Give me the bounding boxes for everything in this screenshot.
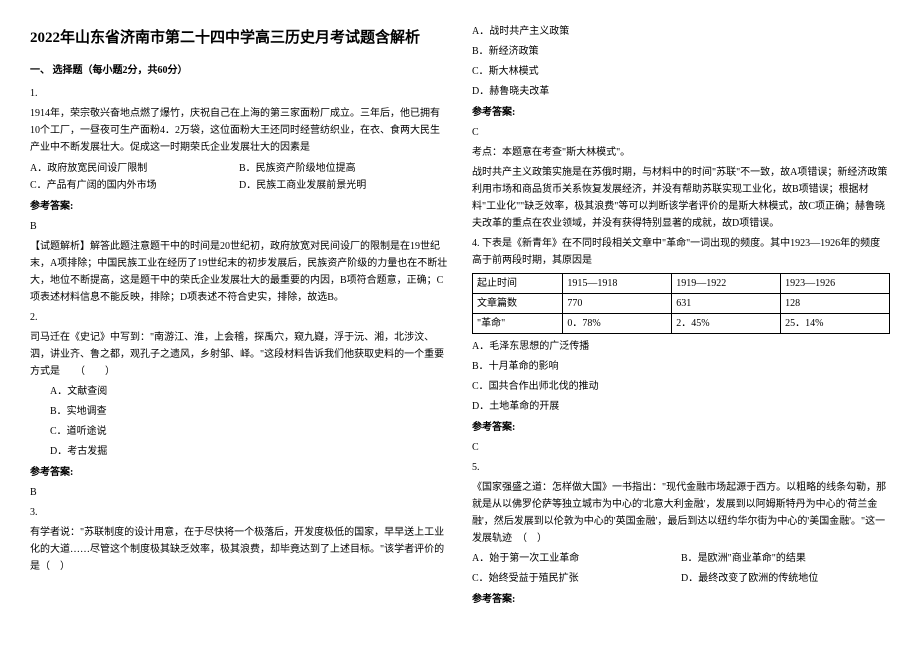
q3-opt-a: A．战时共产主义政策 [472,23,890,40]
q2-opt-a: A．文献查阅 [30,383,448,400]
cell: "革命" [473,314,563,334]
q5-answer-label: 参考答案: [472,591,890,608]
q1-text: 1914年，荣宗敬兴奋地点燃了爆竹，庆祝自己在上海的第三家面粉厂成立。三年后，他… [30,105,448,156]
q2-opt-b: B．实地调查 [30,403,448,420]
q4-opt-b: B．十月革命的影响 [472,358,890,375]
q1-opt-c: C．产品有广阔的国内外市场 [30,177,239,194]
q5-opt-a: A．始于第一次工业革命 [472,550,681,567]
q3-explain2: 战时共产主义政策实施是在苏俄时期，与材料中的时间"苏联"不一致，故A项错误；新经… [472,164,890,232]
q2-answer-label: 参考答案: [30,464,448,481]
q4-answer: C [472,439,890,456]
q3-answer-label: 参考答案: [472,104,890,121]
q3-opt-c: C．斯大林模式 [472,63,890,80]
q2-text: 司马迁在《史记》中写到："南游江、淮，上会稽，探禹穴，窥九嶷，浮于沅、湘，北涉汶… [30,329,448,380]
q2-opt-c: C．道听途说 [30,423,448,440]
q5-num: 5. [472,459,890,476]
q4-answer-label: 参考答案: [472,419,890,436]
table-row: "革命" 0．78% 2．45% 25．14% [473,314,890,334]
th: 起止时间 [473,274,563,294]
table-row: 起止时间 1915—1918 1919—1922 1923—1926 [473,274,890,294]
th: 1919—1922 [672,274,781,294]
q3-opt-d: D．赫鲁晓夫改革 [472,83,890,100]
q2-opt-d: D．考古发掘 [30,443,448,460]
cell: 2．45% [672,314,781,334]
q3-explain1: 考点：本题意在考查"斯大林模式"。 [472,144,890,161]
q5-text: 《国家强盛之道：怎样做大国》一书指出："现代金融市场起源于西方。以粗略的线条勾勒… [472,479,890,547]
q3-text: 有学者说："苏联制度的设计用意，在于尽快将一个极落后，开发度极低的国家，早早送上… [30,524,448,575]
q1-answer: B [30,218,448,235]
q1-opt-d: D．民族工商业发展前景光明 [239,177,448,194]
q4-opt-d: D．土地革命的开展 [472,398,890,415]
cell: 0．78% [563,314,672,334]
q3-num: 3. [30,504,448,521]
q5-opt-c: C．始终受益于殖民扩张 [472,570,681,587]
q1-opt-b: B．民族资产阶级地位提高 [239,160,448,177]
cell: 文章篇数 [473,294,563,314]
cell: 128 [781,294,890,314]
th: 1923—1926 [781,274,890,294]
table-row: 文章篇数 770 631 128 [473,294,890,314]
q3-opt-b: B．新经济政策 [472,43,890,60]
q1-num: 1. [30,85,448,102]
q4-opt-a: A．毛泽东思想的广泛传播 [472,338,890,355]
doc-title: 2022年山东省济南市第二十四中学高三历史月考试题含解析 [30,26,448,52]
cell: 770 [563,294,672,314]
q4-opt-c: C．国共合作出师北伐的推动 [472,378,890,395]
q5-opt-b: B．是欧洲"商业革命"的结果 [681,550,890,567]
q3-answer: C [472,124,890,141]
q1-explain: 【试题解析】解答此题注意题干中的时间是20世纪初，政府放宽对民间设厂的限制是在1… [30,238,448,306]
q1-answer-label: 参考答案: [30,198,448,215]
q5-opt-d: D．最终改变了欧洲的传统地位 [681,570,890,587]
q4-text: 4. 下表是《新青年》在不同时段相关文章中"革命"一词出现的频度。其中1923—… [472,235,890,269]
q2-num: 2. [30,309,448,326]
th: 1915—1918 [563,274,672,294]
q1-opt-a: A．政府放宽民间设厂限制 [30,160,239,177]
cell: 25．14% [781,314,890,334]
section-heading: 一、 选择题（每小题2分，共60分） [30,62,448,79]
cell: 631 [672,294,781,314]
q4-table: 起止时间 1915—1918 1919—1922 1923—1926 文章篇数 … [472,273,890,334]
q2-answer: B [30,484,448,501]
